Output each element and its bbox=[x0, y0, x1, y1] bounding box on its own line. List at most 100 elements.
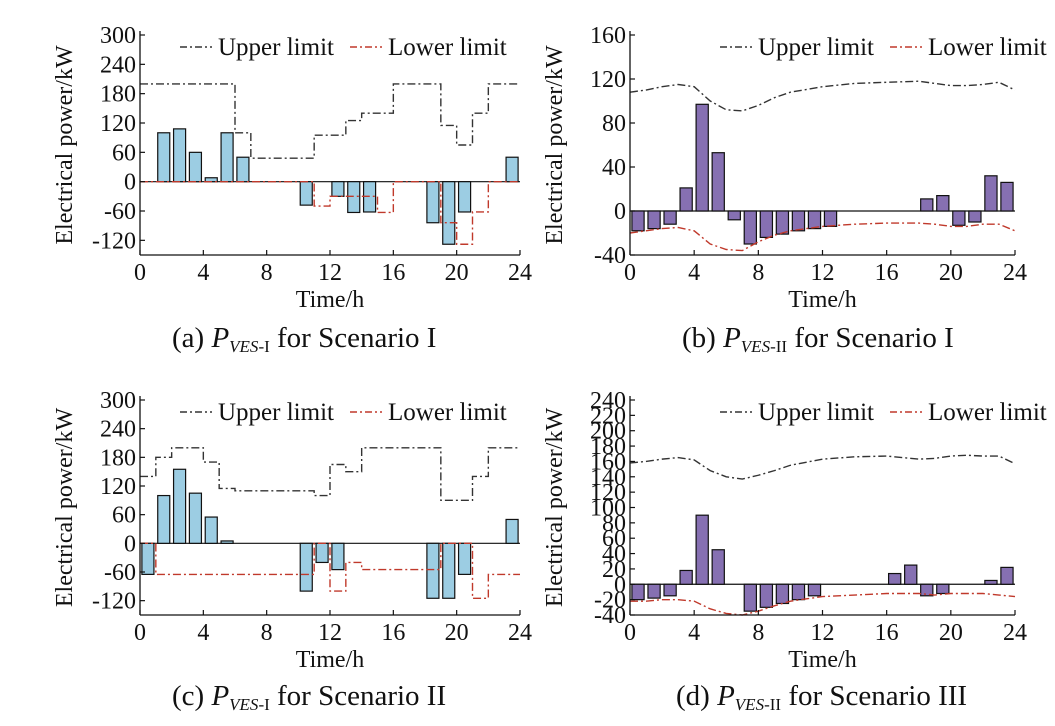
y-tick-label: 120 bbox=[100, 474, 136, 500]
y-tick-label: 240 bbox=[100, 417, 136, 443]
x-tick-label: 24 bbox=[508, 260, 532, 286]
y-tick-label: 0 bbox=[124, 170, 136, 196]
upper-limit-line bbox=[140, 83, 520, 159]
y-tick-label: -120 bbox=[92, 589, 136, 615]
bar bbox=[936, 195, 950, 212]
lower-limit-line bbox=[630, 592, 1016, 616]
bar bbox=[236, 156, 250, 183]
bar bbox=[968, 210, 982, 223]
y-tick-label: 120 bbox=[100, 111, 136, 137]
bar bbox=[984, 175, 998, 212]
bar bbox=[220, 540, 234, 544]
chart-panel-a: -120 -60 0 60 120 180 240 300 0 4 8 12 16 20 24 Time/h E… bbox=[0, 0, 540, 313]
legend-lower-label: Lower limit bbox=[928, 34, 1047, 61]
legend-upper-label: Upper limit bbox=[218, 34, 334, 61]
bar bbox=[679, 187, 693, 212]
x-tick-label: 8 bbox=[261, 620, 273, 646]
x-tick-label: 0 bbox=[624, 620, 636, 646]
x-tick-label: 0 bbox=[624, 260, 636, 286]
x-tick-label: 8 bbox=[752, 260, 764, 286]
legend-upper-label: Upper limit bbox=[758, 399, 874, 426]
bar bbox=[315, 542, 329, 564]
bar bbox=[172, 128, 187, 183]
bar bbox=[823, 210, 838, 227]
bar bbox=[887, 572, 902, 585]
bar bbox=[952, 210, 966, 226]
chart-caption-d: (d) PVES-II for Scenario III bbox=[676, 680, 968, 714]
x-tick-label: 0 bbox=[134, 620, 146, 646]
bar bbox=[791, 210, 806, 232]
bar bbox=[442, 542, 456, 599]
x-tick-label: 16 bbox=[381, 260, 405, 286]
y-tick-label: 0 bbox=[614, 572, 626, 598]
y-tick-label: -60 bbox=[104, 560, 136, 586]
x-tick-label: 4 bbox=[197, 260, 209, 286]
bar bbox=[936, 583, 950, 595]
legend-lower-label: Lower limit bbox=[928, 399, 1047, 426]
bar bbox=[759, 210, 774, 238]
y-tick-label: 200 bbox=[590, 419, 626, 445]
x-tick-label: 4 bbox=[688, 620, 700, 646]
bar bbox=[775, 210, 790, 235]
x-axis-label: Time/h bbox=[296, 647, 364, 673]
y-tick-label: 300 bbox=[100, 388, 136, 414]
y-tick-label: 60 bbox=[602, 526, 626, 552]
chart-caption-c: (c) PVES-I for Scenario II bbox=[172, 680, 447, 714]
x-tick-label: 8 bbox=[261, 260, 273, 286]
y-tick-label: 40 bbox=[602, 542, 626, 568]
y-tick-label: 120 bbox=[590, 67, 626, 93]
y-tick-label: -60 bbox=[104, 199, 136, 225]
legend-upper-label: Upper limit bbox=[218, 399, 334, 426]
x-axis-label: Time/h bbox=[788, 287, 856, 312]
chart-caption-a: (a) PVES-I for Scenario I bbox=[172, 322, 437, 356]
x-tick-label: 20 bbox=[445, 260, 469, 286]
x-tick-label: 24 bbox=[508, 620, 532, 646]
bar bbox=[711, 549, 725, 585]
x-tick-label: 24 bbox=[1003, 620, 1027, 646]
bar bbox=[426, 181, 440, 224]
y-tick-label: 160 bbox=[590, 23, 626, 49]
bar bbox=[299, 181, 313, 206]
lower-limit-line bbox=[140, 542, 520, 599]
bar bbox=[631, 210, 645, 232]
bar bbox=[647, 210, 661, 230]
bar bbox=[442, 181, 456, 245]
y-tick-label: 220 bbox=[590, 403, 626, 429]
y-axis-label: Electrical power/kW bbox=[52, 45, 78, 245]
x-tick-label: 20 bbox=[445, 620, 469, 646]
legend-lower-label: Lower limit bbox=[388, 34, 507, 61]
bar bbox=[299, 542, 313, 592]
bar bbox=[695, 103, 709, 212]
x-axis-label: Time/h bbox=[788, 647, 856, 673]
bar bbox=[220, 132, 234, 183]
bar bbox=[920, 198, 934, 212]
y-tick-label: 40 bbox=[602, 155, 626, 181]
x-tick-label: 4 bbox=[688, 260, 700, 286]
chart-panel-c: -120 -60 0 60 120 180 240 300 0 4 8 12 16 20 24 Time/h E… bbox=[0, 365, 540, 677]
lower-limit-line bbox=[629, 222, 1016, 252]
x-tick-label: 20 bbox=[939, 260, 963, 286]
x-tick-label: 4 bbox=[197, 620, 209, 646]
y-tick-label: 140 bbox=[590, 465, 626, 491]
bar bbox=[505, 518, 519, 544]
x-tick-label: 12 bbox=[318, 620, 342, 646]
x-tick-label: 24 bbox=[1003, 260, 1027, 286]
y-tick-label: 80 bbox=[602, 511, 626, 537]
upper-limit-line bbox=[629, 454, 1016, 480]
lower-limit-line bbox=[140, 180, 520, 245]
chart-svg: -40-200204060801001201401601802002202400… bbox=[542, 388, 1047, 673]
x-tick-label: 8 bbox=[752, 620, 764, 646]
bar bbox=[679, 569, 693, 585]
y-tick-label: -20 bbox=[594, 588, 626, 614]
chart-panel-d: -40 -20 0 20 40 60 80 100 120 140 160 180 200 220 240 0… bbox=[540, 365, 1055, 677]
y-axis-label: Electrical power/kW bbox=[542, 408, 568, 608]
y-tick-label: 60 bbox=[112, 140, 136, 166]
bar bbox=[711, 152, 725, 212]
bar bbox=[141, 542, 155, 575]
upper-limit-line bbox=[629, 80, 1016, 112]
legend-lower-label: Lower limit bbox=[388, 399, 507, 426]
bar bbox=[172, 468, 187, 544]
